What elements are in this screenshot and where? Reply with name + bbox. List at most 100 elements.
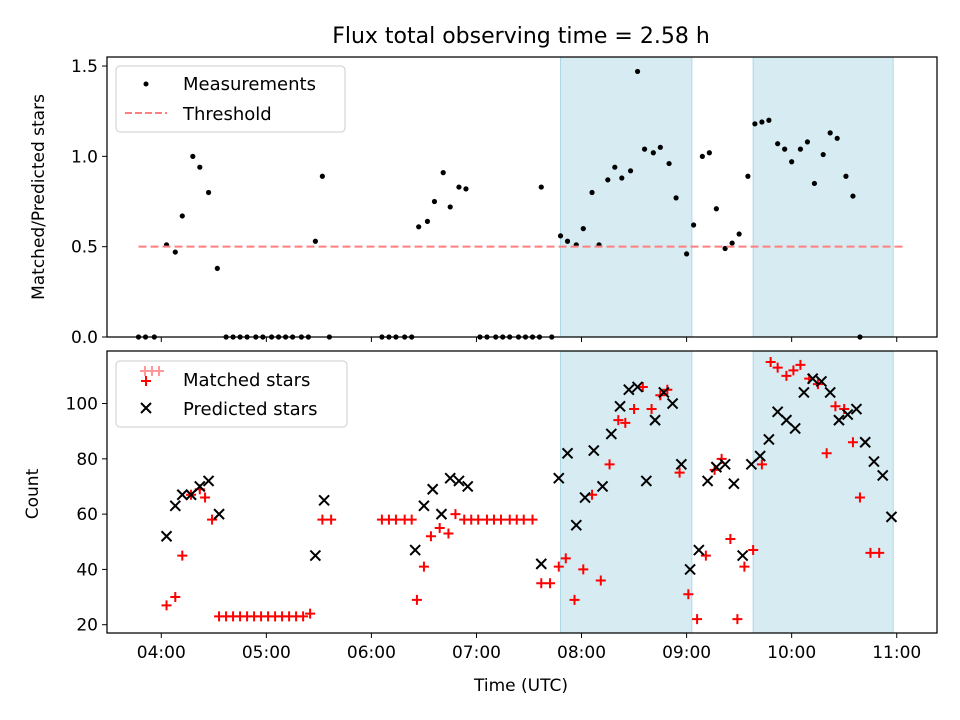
top-panel: 0.0 0.5 1.0 1.5 Matched/Predicted stars Mea… bbox=[29, 56, 938, 348]
measurement-point bbox=[789, 159, 795, 165]
predicted-star-point bbox=[763, 433, 775, 446]
x-tick-label: 08:00 bbox=[557, 643, 606, 663]
matched-star-point bbox=[732, 614, 743, 625]
matched-star-point bbox=[390, 514, 401, 525]
measurement-point bbox=[641, 146, 648, 152]
predicted-star-point bbox=[710, 461, 723, 473]
measurement-point bbox=[456, 184, 462, 190]
measurement-point bbox=[190, 153, 196, 159]
matched-star-point bbox=[161, 600, 172, 611]
matched-star-point bbox=[629, 404, 640, 415]
matched-star-point bbox=[595, 575, 606, 586]
matched-star-point bbox=[177, 550, 188, 561]
matched-star-point bbox=[200, 492, 211, 503]
predicted-star-point bbox=[614, 400, 626, 413]
matched-star-point bbox=[781, 370, 792, 381]
predicted-star-point bbox=[194, 480, 206, 493]
top-legend-box bbox=[115, 65, 346, 133]
matched-star-point bbox=[305, 608, 316, 619]
bottom-axes-frame bbox=[106, 350, 938, 634]
predicted-star-point bbox=[596, 480, 609, 493]
x-tick-label: 11:00 bbox=[872, 643, 921, 663]
measurement-point bbox=[650, 150, 656, 156]
predicted-star-point bbox=[815, 375, 828, 388]
x-tick-label: 07:00 bbox=[452, 643, 501, 663]
predicted-star-point bbox=[850, 403, 863, 415]
predicted-star-point bbox=[824, 386, 836, 399]
measurement-point bbox=[759, 119, 765, 125]
measurement-point bbox=[538, 184, 544, 190]
predicted-star-point bbox=[658, 386, 670, 399]
matched-star-point bbox=[821, 448, 832, 459]
predicted-legend-marker bbox=[140, 402, 152, 414]
top-y-tick-label: 0.0 bbox=[71, 328, 98, 348]
measurement-point bbox=[312, 238, 318, 244]
predicted-star-point bbox=[435, 508, 448, 520]
measurement-point bbox=[431, 198, 438, 205]
measurement-point bbox=[736, 231, 742, 237]
x-tick-label: 06:00 bbox=[347, 643, 396, 663]
matched-star-point bbox=[772, 362, 783, 373]
predicted-star-point bbox=[453, 475, 465, 487]
bottom-plot-marks bbox=[160, 357, 898, 625]
predicted-star-point bbox=[169, 500, 181, 512]
predicted-star-point bbox=[418, 500, 430, 512]
measurement-point bbox=[666, 160, 672, 167]
measurement-point bbox=[691, 222, 697, 228]
matched-star-point bbox=[692, 614, 703, 625]
measurement-point bbox=[843, 173, 849, 179]
matched-star-point bbox=[788, 365, 799, 376]
matched-star-point bbox=[620, 417, 631, 428]
matched-star-point bbox=[560, 553, 571, 564]
predicted-star-point bbox=[185, 489, 197, 501]
measurement-point bbox=[804, 139, 811, 145]
matched-star-point bbox=[725, 534, 736, 544]
top-y-tick-label: 1.5 bbox=[71, 57, 98, 77]
measurement-point bbox=[729, 240, 735, 246]
matched-star-point bbox=[795, 359, 806, 370]
measurement-point bbox=[657, 144, 663, 150]
top-axes-frame bbox=[106, 56, 938, 338]
predicted-star-point bbox=[868, 455, 880, 468]
measurements-legend-marker bbox=[143, 81, 149, 87]
matched-star-point bbox=[700, 550, 711, 561]
bottom-x-ticks: 04:00 05:00 06:00 07:00 08:00 09:00 10:00 11:00 bbox=[137, 633, 921, 663]
bot-shade-1 bbox=[752, 350, 894, 634]
measurement-point bbox=[699, 153, 705, 159]
matched-star-point bbox=[830, 401, 841, 412]
predicted-star-point bbox=[859, 436, 871, 448]
top-y-axis-label: Matched/Predicted stars bbox=[29, 94, 49, 300]
matched-star-point bbox=[518, 514, 529, 525]
measurement-point bbox=[319, 173, 325, 179]
predicted-star-point bbox=[640, 475, 653, 487]
measurement-point bbox=[706, 150, 712, 156]
matched-star-point bbox=[450, 509, 461, 520]
measurement-point bbox=[782, 146, 788, 152]
matched-star-point bbox=[613, 415, 624, 426]
matched-star-point bbox=[553, 561, 564, 572]
matched-star-point bbox=[604, 459, 615, 470]
predicted-star-point bbox=[754, 450, 766, 462]
predicted-star-point bbox=[553, 472, 565, 484]
predicted-star-point bbox=[570, 519, 582, 531]
measurement-point bbox=[797, 146, 804, 152]
measurement-point bbox=[172, 249, 178, 255]
measurement-point bbox=[820, 151, 826, 158]
bot-y-tick-label: 80 bbox=[76, 450, 98, 470]
measurement-point bbox=[811, 180, 818, 187]
bot-y-tick-label: 40 bbox=[76, 560, 98, 580]
predicted-star-point bbox=[462, 480, 474, 493]
matched-star-point bbox=[536, 578, 547, 589]
measurement-point bbox=[589, 189, 595, 196]
measurement-point bbox=[564, 238, 571, 244]
predicted-star-point bbox=[789, 422, 801, 435]
predicted-star-point bbox=[745, 458, 758, 471]
bottom-legend-box bbox=[115, 360, 348, 428]
predicted-star-point bbox=[631, 381, 644, 393]
matched-star-point bbox=[298, 611, 309, 622]
matched-star-point bbox=[425, 531, 436, 542]
predicted-star-point bbox=[318, 494, 330, 507]
matched-star-point bbox=[443, 528, 454, 539]
predicted-star-point bbox=[806, 372, 819, 385]
